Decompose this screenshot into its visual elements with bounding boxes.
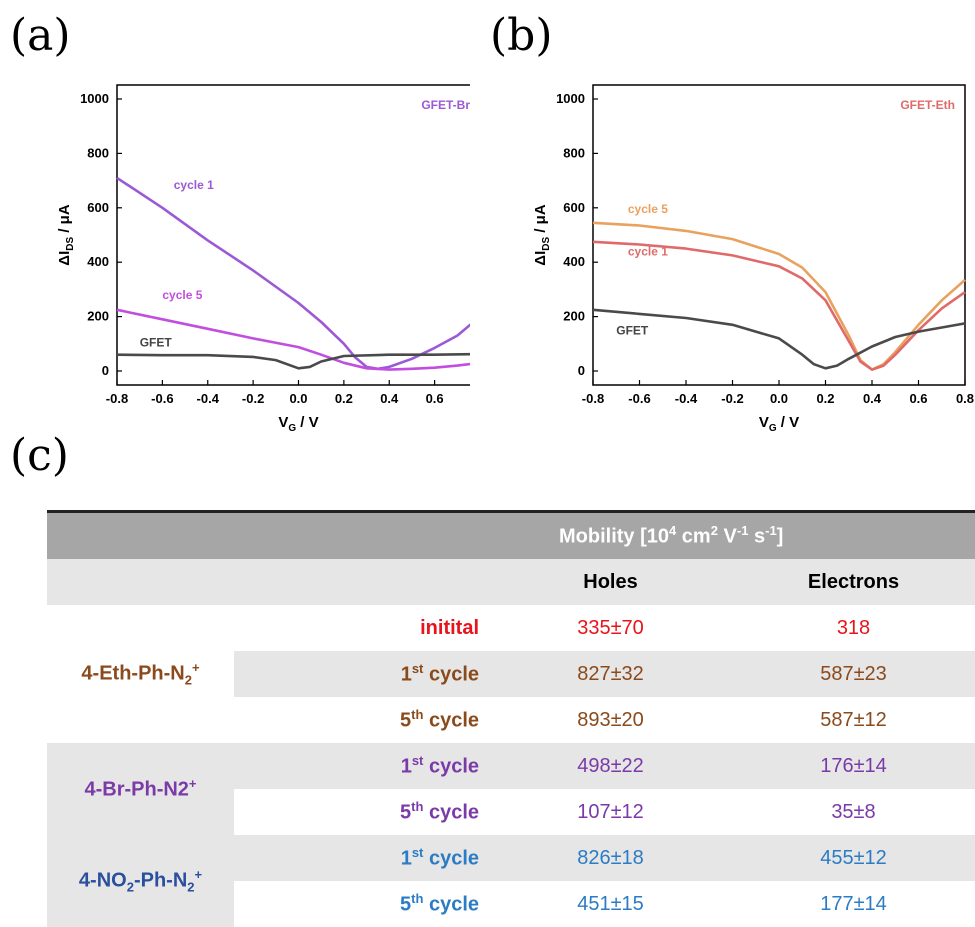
series-label: GFET <box>616 323 649 337</box>
table-row: 4-NO2-Ph-N2+ 1st cycle 826±18 455±12 <box>47 835 975 927</box>
table-row: 5th cycle 893±20 587±12 <box>47 697 975 743</box>
x-axis-title: VG / V <box>278 414 318 434</box>
y-tick-label: 200 <box>563 309 585 324</box>
series-label: GFET <box>140 336 173 350</box>
table-subheader-row: Holes Electrons <box>47 559 975 605</box>
table-row: 5th cycle 451±15 177±14 <box>47 881 975 927</box>
x-tick-label: 0.4 <box>863 391 882 406</box>
x-tick-label: -0.2 <box>721 391 743 406</box>
x-tick-label: -0.8 <box>582 391 604 406</box>
table-header-row: Mobility [104 cm2 V-1 s-1] <box>47 510 975 559</box>
chart-b: -0.8 -0.6 -0.4 -0.2 0.0 0.2 0.4 0.6 0.8 0 200 400 60… <box>532 84 974 434</box>
y-tick-label: 200 <box>87 309 109 324</box>
x-tick-label: 0.2 <box>816 391 834 406</box>
table-row: 5th cycle 107±12 35±8 <box>47 789 975 835</box>
holes-value: 498±22 <box>489 743 732 789</box>
x-tick-label: 0.2 <box>335 391 353 406</box>
y-tick-label: 600 <box>563 200 585 215</box>
y-axis-title: ΔIDS / μA <box>532 204 552 266</box>
series-label: cycle 1 <box>174 178 214 192</box>
y-tick-label: 1000 <box>556 91 585 106</box>
col-holes: Holes <box>489 559 732 605</box>
cycle-label: initital <box>234 605 489 651</box>
col-electrons: Electrons <box>732 559 975 605</box>
series-label: cycle 5 <box>628 202 668 216</box>
y-axis-title: ΔIDS / μA <box>56 204 76 266</box>
series-line-cycle-1 <box>592 240 966 371</box>
electrons-value: 35±8 <box>732 789 975 835</box>
cycle-label: 5th cycle <box>234 881 489 927</box>
series-line-gfet <box>116 352 470 370</box>
holes-value: 827±32 <box>489 651 732 697</box>
table-row: 4-Br-Ph-N2+ 1st cycle 498±22 176±14 <box>47 743 975 835</box>
x-tick-label: -0.4 <box>675 391 698 406</box>
cycle-label: 1st cycle <box>234 651 489 697</box>
series-label: cycle 5 <box>162 288 202 302</box>
electrons-value: 176±14 <box>732 743 975 789</box>
table-row: 1st cycle 827±32 587±23 <box>47 651 975 697</box>
x-tick-label: 0.0 <box>289 391 307 406</box>
chart-a: -0.8-0.6-0.4-0.20.00.20.40.60.8020040060… <box>56 84 470 434</box>
mobility-table: Mobility [104 cm2 V-1 s-1] Holes Electro… <box>47 510 975 927</box>
y-tick-label: 800 <box>563 145 585 160</box>
series-label: cycle 1 <box>628 244 668 258</box>
electrons-value: 455±12 <box>732 835 975 881</box>
holes-value: 451±15 <box>489 881 732 927</box>
series-line-cycle-5 <box>116 308 470 371</box>
x-tick-label: -0.2 <box>242 391 264 406</box>
sample-annotation: GFET-Br <box>421 98 470 112</box>
x-tick-label: -0.8 <box>106 391 128 406</box>
table-row: 4-Eth-Ph-N2+ initital 335±70 318 <box>47 605 975 743</box>
series-line-cycle-1 <box>116 176 470 371</box>
y-tick-label: 400 <box>563 254 585 269</box>
x-tick-label: -0.6 <box>628 391 650 406</box>
holes-value: 826±18 <box>489 835 732 881</box>
x-tick-label: 0.8 <box>956 391 974 406</box>
panel-label-a: (a) <box>10 10 71 61</box>
electrons-value: 587±23 <box>732 651 975 697</box>
y-tick-label: 1000 <box>80 91 109 106</box>
x-tick-label: 0.4 <box>380 391 399 406</box>
panel-label-b: (b) <box>490 10 553 61</box>
y-tick-label: 0 <box>578 363 585 378</box>
cycle-label: 5th cycle <box>234 789 489 835</box>
x-tick-label: 0.6 <box>426 391 444 406</box>
y-tick-label: 800 <box>87 145 109 160</box>
cycle-label: 1st cycle <box>234 743 489 789</box>
y-tick-label: 600 <box>87 200 109 215</box>
y-tick-label: 0 <box>102 363 109 378</box>
sample-annotation: GFET-Eth <box>900 98 955 112</box>
sample-name: 4-Eth-Ph-N2+ <box>47 605 234 743</box>
sample-name: 4-Br-Ph-N2+ <box>47 743 234 835</box>
x-tick-label: -0.4 <box>197 391 220 406</box>
electrons-value: 587±12 <box>732 697 975 743</box>
cycle-label: 1st cycle <box>234 835 489 881</box>
sample-name: 4-NO2-Ph-N2+ <box>47 835 234 927</box>
x-tick-label: 0.0 <box>770 391 788 406</box>
panel-label-c: (c) <box>10 430 69 481</box>
cycle-label: 5th cycle <box>234 697 489 743</box>
holes-value: 335±70 <box>489 605 732 651</box>
mobility-header: Mobility [104 cm2 V-1 s-1] <box>489 510 975 559</box>
x-tick-label: -0.6 <box>151 391 173 406</box>
y-tick-label: 400 <box>87 254 109 269</box>
electrons-value: 318 <box>732 605 975 651</box>
holes-value: 107±12 <box>489 789 732 835</box>
x-axis-title: VG / V <box>759 414 799 434</box>
series-line-gfet <box>592 308 966 370</box>
electrons-value: 177±14 <box>732 881 975 927</box>
x-tick-label: 0.6 <box>909 391 927 406</box>
holes-value: 893±20 <box>489 697 732 743</box>
